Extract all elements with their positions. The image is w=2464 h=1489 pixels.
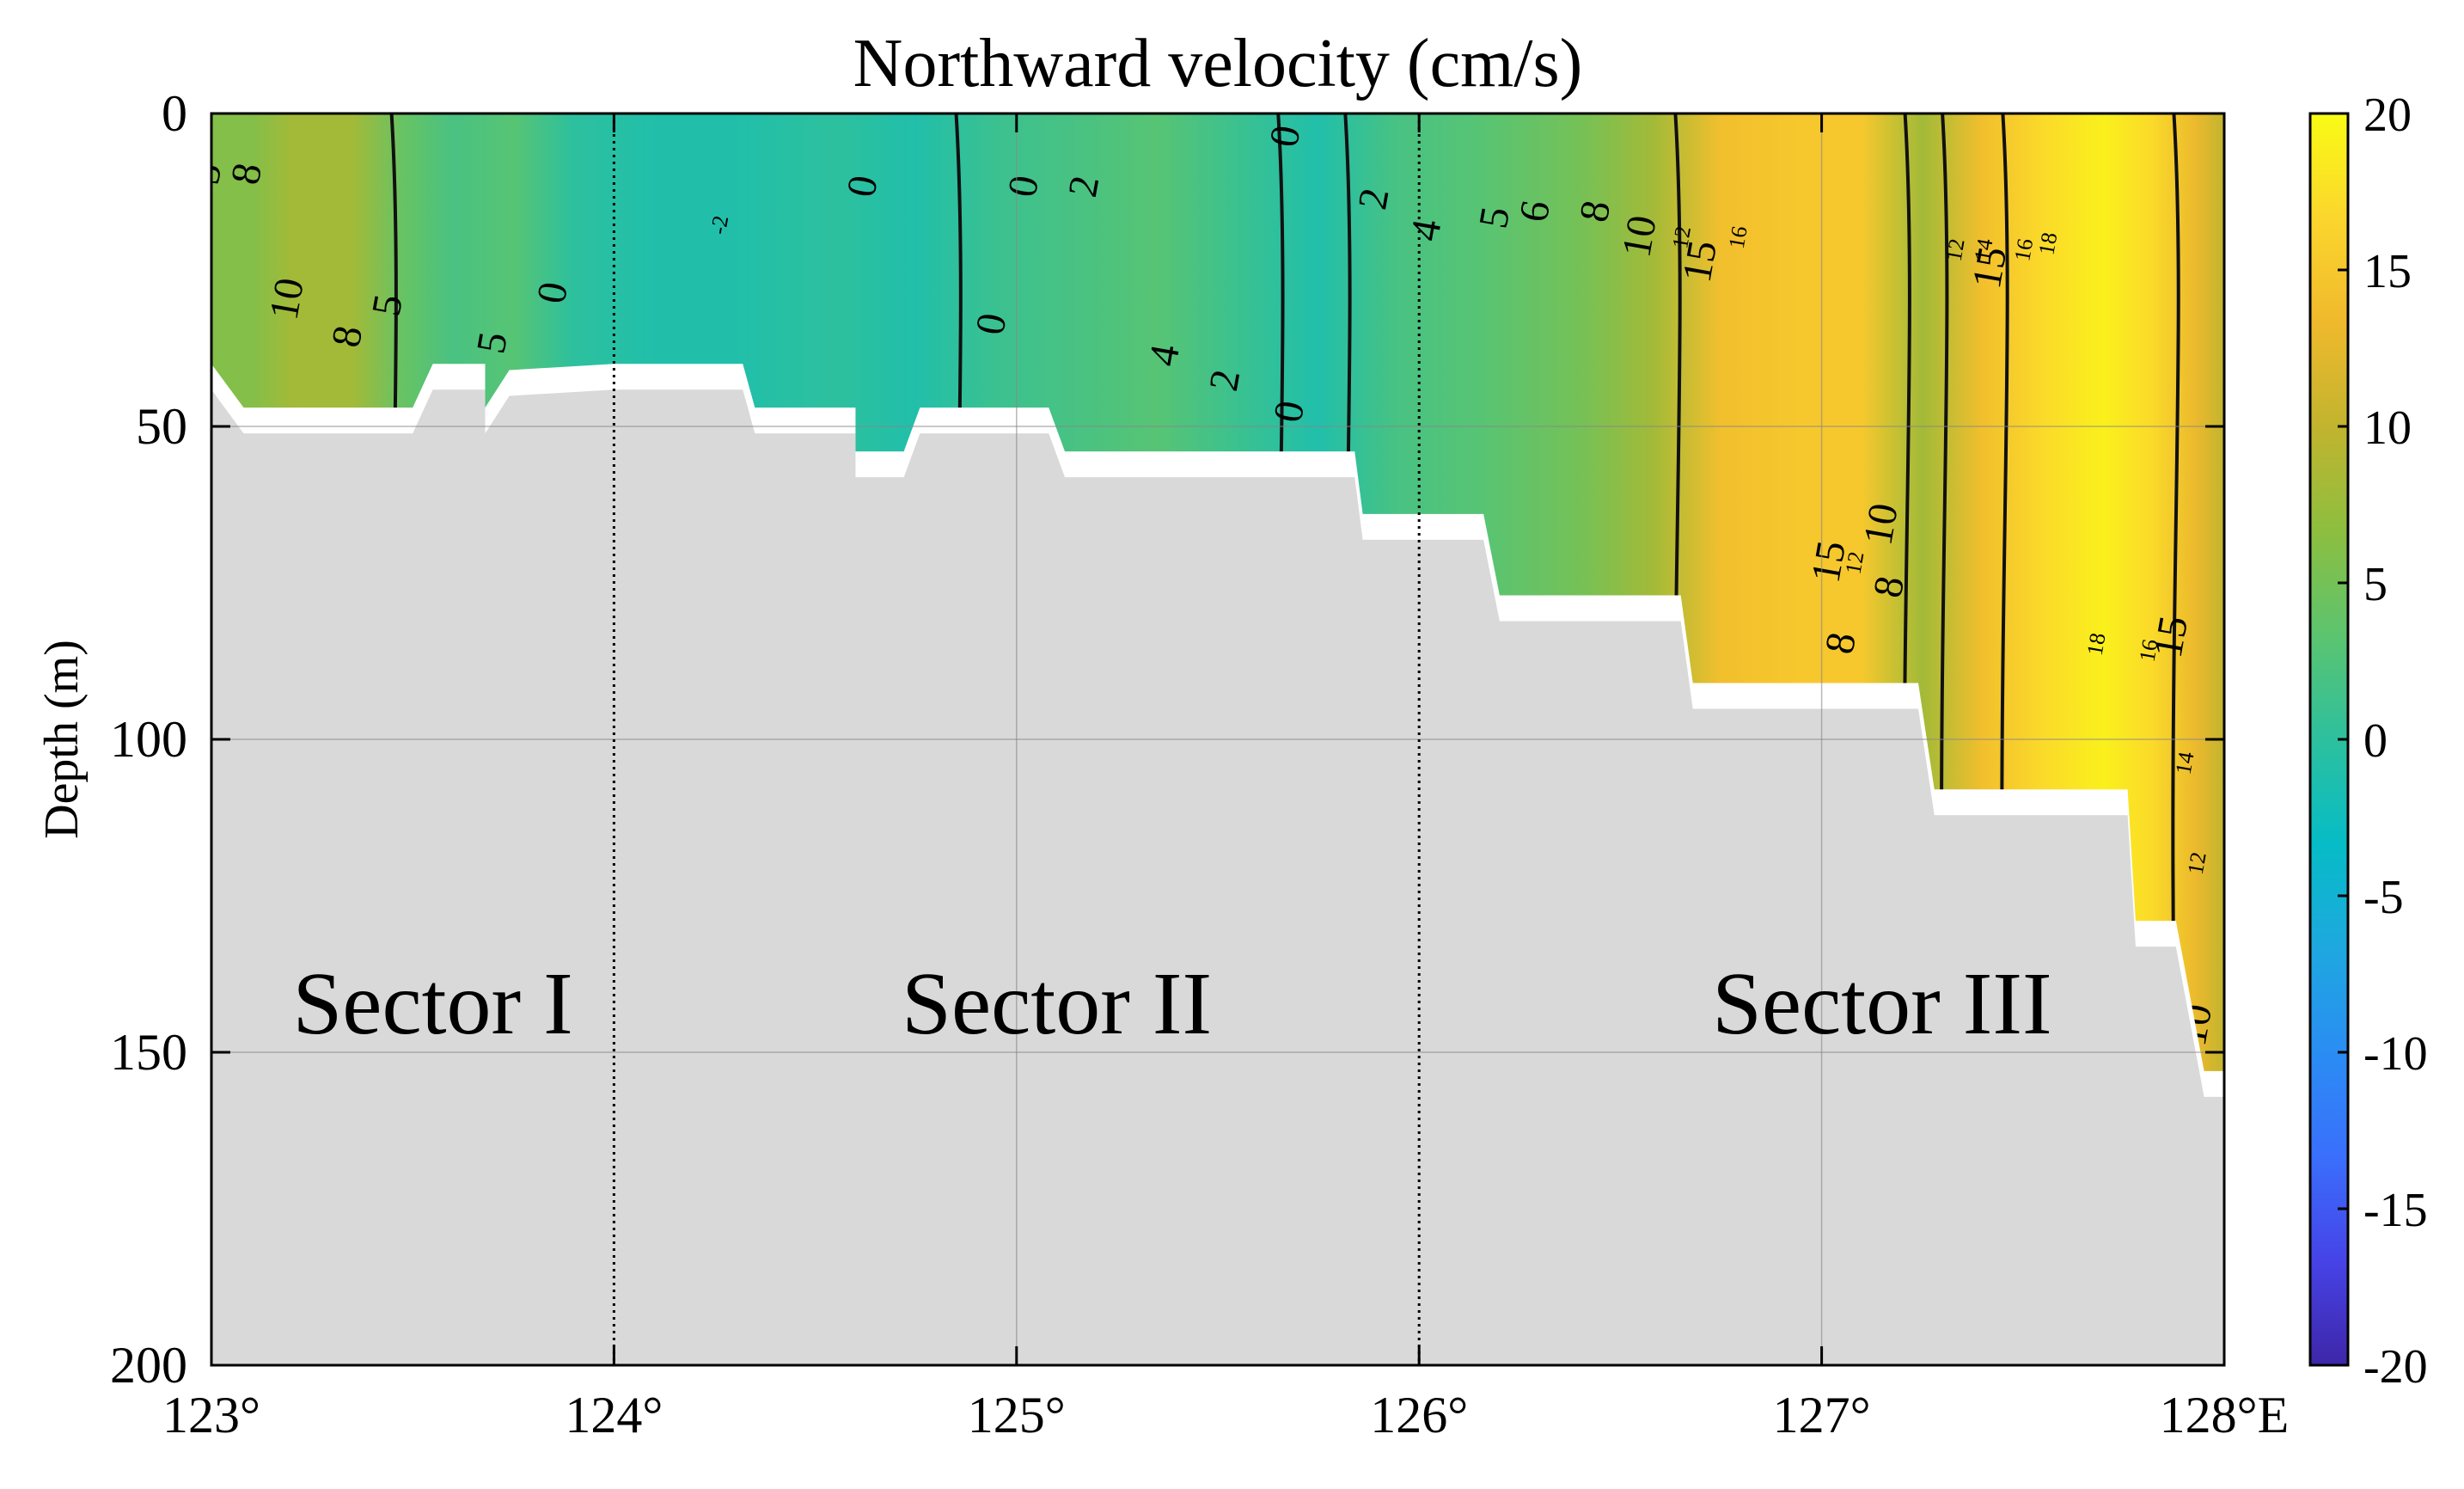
contour-label: 12 xyxy=(2183,850,2211,877)
colorbar-tick-label: 15 xyxy=(2363,245,2412,298)
x-tick-label: 128°E xyxy=(2160,1387,2290,1443)
sector-label: Sector II xyxy=(902,954,1212,1053)
colorbar-tick-label: -10 xyxy=(2363,1027,2428,1081)
sector-dividers xyxy=(612,113,1421,1365)
x-tick-label: 125° xyxy=(968,1387,1066,1443)
chart-title: Northward velocity (cm/s) xyxy=(853,26,1583,101)
contour-label: 15 xyxy=(1674,237,1727,285)
colorbar-ticks: 20 15 10 5 0 -5 -10 -15 -20 xyxy=(2338,89,2428,1394)
contour-label: 14 xyxy=(1969,236,1997,263)
contour-label: 16 xyxy=(1724,224,1752,251)
y-axis: 0 50 100 150 200 xyxy=(110,85,2224,1394)
grid-lines xyxy=(211,113,2224,1365)
contour-label: 10 xyxy=(261,274,314,322)
x-tick-label: 123° xyxy=(162,1387,260,1443)
contour-label: 15 xyxy=(2145,613,2198,661)
y-tick-label: 0 xyxy=(162,85,187,142)
x-axis: 123° 124° 125° 126° 127° 128°E xyxy=(162,113,2289,1443)
x-tick-label: 126° xyxy=(1370,1387,1468,1443)
contour-label: 18 xyxy=(2033,230,2062,257)
contour-label: 16 xyxy=(2134,637,2162,664)
seafloor-land xyxy=(211,389,2224,1365)
contour-label: 10 xyxy=(1613,212,1666,260)
colorbar-tick-label: 5 xyxy=(2363,558,2388,611)
colorbar: 20 15 10 5 0 -5 -10 -15 -20 xyxy=(2308,89,2428,1394)
colorbar-tick-label: -20 xyxy=(2363,1340,2428,1394)
y-axis-label: Depth (m) xyxy=(35,640,89,839)
colorbar-tick-label: 10 xyxy=(2363,401,2412,455)
contour-label: 12 xyxy=(1841,549,1869,576)
contour-label: 14 xyxy=(2171,750,2199,776)
contour-label: 16 xyxy=(2009,236,2038,263)
y-tick-label: 200 xyxy=(110,1337,187,1394)
contour-label: 15 xyxy=(1802,537,1855,585)
contour-label: 12 xyxy=(1941,236,1970,263)
colorbar-tick-label: 20 xyxy=(2363,89,2412,142)
contour-label: 15 xyxy=(1964,243,2016,291)
colorbar-tick-label: -5 xyxy=(2363,871,2404,924)
y-tick-label: 50 xyxy=(136,398,187,455)
colorbar-tick-label: -15 xyxy=(2363,1184,2428,1237)
x-tick-label: 127° xyxy=(1773,1387,1871,1443)
contour-label: 10 xyxy=(1855,500,1907,548)
sector-label: Sector I xyxy=(292,954,572,1053)
contour-label: 18 xyxy=(2082,631,2111,658)
sector-label: Sector III xyxy=(1712,954,2052,1053)
colorbar-tick-label: 0 xyxy=(2363,714,2388,768)
x-tick-label: 124° xyxy=(565,1387,663,1443)
contour-label: -2 xyxy=(706,213,733,236)
y-tick-label: 100 xyxy=(110,711,187,768)
y-tick-label: 150 xyxy=(110,1024,187,1081)
sector-labels: Sector I Sector II Sector III xyxy=(292,954,2051,1053)
contour-label: 12 xyxy=(1667,224,1696,251)
